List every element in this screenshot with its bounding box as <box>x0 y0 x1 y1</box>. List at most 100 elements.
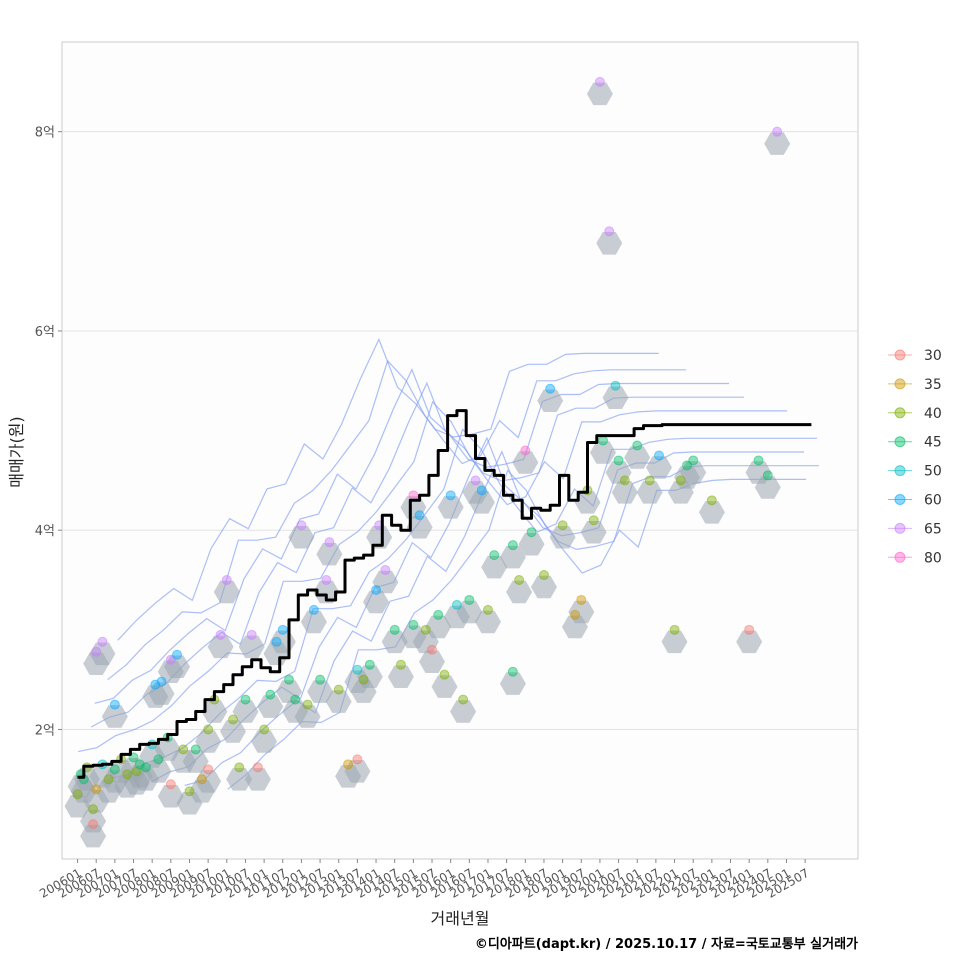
data-point <box>395 659 406 670</box>
data-point <box>507 540 518 551</box>
density-contour <box>107 428 817 780</box>
data-point <box>772 126 783 137</box>
x-axis: 2006012006072007012007072008012008072009… <box>37 859 811 901</box>
data-point <box>408 490 419 501</box>
legend: 30 35 40 45 50 60 65 80 <box>888 348 942 566</box>
data-point <box>203 724 214 735</box>
hexbin-cell <box>549 526 576 549</box>
hexbin-cell <box>574 491 601 514</box>
hexbin-cell <box>506 580 533 604</box>
data-point <box>451 599 462 610</box>
hexbin-cell <box>387 665 414 688</box>
legend-key-dot <box>894 551 906 563</box>
data-point <box>315 674 326 685</box>
data-point <box>598 435 609 446</box>
hexbin-cell <box>89 642 116 666</box>
hexbin-cell <box>590 441 616 464</box>
hexbin-cell <box>764 132 791 155</box>
data-point <box>520 445 531 456</box>
y-tick-label: 8억 <box>35 126 55 141</box>
hexbin-cell <box>499 672 526 695</box>
data-point <box>610 380 621 391</box>
data-point <box>246 629 257 640</box>
data-point <box>458 694 469 705</box>
data-point <box>588 515 599 526</box>
data-point <box>389 624 400 635</box>
data-point <box>91 784 102 795</box>
hexbin-cell <box>636 481 663 504</box>
data-point <box>343 759 354 770</box>
data-point <box>482 604 493 615</box>
data-point <box>234 762 245 773</box>
hexbin-cell <box>596 232 623 255</box>
hexbin-cell <box>363 590 389 614</box>
data-point <box>352 754 363 765</box>
hexbin-cell <box>207 635 234 659</box>
hexbin-cell <box>288 526 315 549</box>
hexbin-cell <box>680 461 707 484</box>
data-point <box>190 744 201 755</box>
hexbin-cell <box>468 491 495 514</box>
hexbin-cell <box>431 675 458 698</box>
data-point <box>545 383 556 394</box>
data-point <box>414 510 425 521</box>
hexbin-cell <box>475 610 501 634</box>
legend-key-dot <box>894 522 906 534</box>
hexbin-cell <box>182 750 209 773</box>
data-point <box>408 619 419 630</box>
hexbin-cell <box>499 545 526 569</box>
data-point <box>570 609 581 620</box>
hexbin-cell <box>512 451 539 474</box>
hexbin-cell <box>736 630 763 654</box>
x-axis-title: 거래년월 <box>431 909 490 928</box>
legend-key-dot <box>894 465 906 477</box>
hexbin-cell <box>164 655 190 678</box>
hexbin-cell <box>145 760 172 783</box>
hexbin-cell <box>294 705 321 728</box>
data-point <box>371 584 382 595</box>
data-point <box>427 644 438 655</box>
data-point <box>259 724 270 735</box>
data-point <box>296 520 307 531</box>
hexbin-cell <box>232 700 259 723</box>
hexbin-cell <box>661 630 688 654</box>
data-point <box>221 575 232 586</box>
hexbin-cell <box>518 532 545 556</box>
data-point <box>470 475 481 486</box>
legend-label: 35 <box>924 377 942 393</box>
density-contour <box>107 359 687 681</box>
hexbin-cell <box>437 496 464 519</box>
data-point <box>654 450 664 461</box>
hexbin-cell <box>425 615 452 639</box>
hexbin-layer <box>64 82 791 848</box>
data-point <box>308 604 319 615</box>
trend-line-layer <box>77 409 812 779</box>
data-point <box>753 455 764 466</box>
hexbin-cell <box>101 705 128 728</box>
data-point <box>215 629 226 640</box>
data-point <box>420 624 431 635</box>
hexbin-cell <box>605 461 632 484</box>
data-point <box>669 624 680 635</box>
data-point <box>290 694 301 705</box>
data-point <box>140 762 151 773</box>
hexbin-cell <box>148 682 175 705</box>
legend-label: 30 <box>924 348 942 364</box>
data-point <box>72 789 83 800</box>
hexbin-cell <box>195 770 222 793</box>
hexbin-cell <box>580 521 607 544</box>
data-point <box>433 609 444 620</box>
data-point <box>613 455 624 466</box>
hexbin-cell <box>456 600 483 624</box>
data-point <box>103 774 114 785</box>
grid-lines <box>62 131 858 730</box>
hexbin-cell <box>80 809 107 833</box>
density-contour <box>117 337 659 641</box>
legend-key-dot <box>894 378 906 390</box>
hexbin-cell <box>406 516 433 539</box>
density-contour <box>94 367 729 704</box>
data-point <box>178 744 189 755</box>
hexbin-cell <box>344 760 371 783</box>
hexbin-cell <box>481 555 508 579</box>
y-axis-title: 매매가(원) <box>7 416 26 487</box>
